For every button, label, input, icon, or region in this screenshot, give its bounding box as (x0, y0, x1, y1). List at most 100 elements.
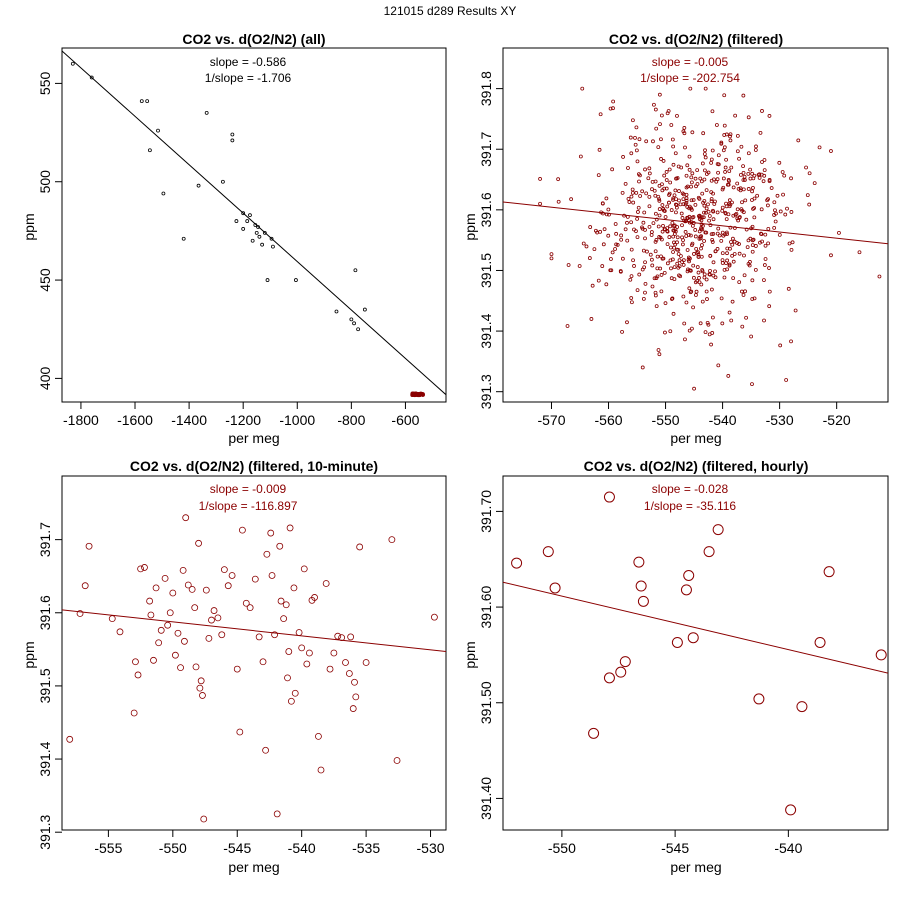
data-point (662, 186, 667, 191)
data-point (674, 176, 679, 181)
data-point (694, 184, 698, 189)
data-point (696, 254, 701, 259)
data-point (592, 247, 597, 252)
data-point (703, 86, 708, 91)
data-point (642, 210, 647, 215)
data-point (652, 102, 656, 107)
data-point (577, 264, 582, 268)
data-point (589, 317, 594, 321)
data-point (177, 664, 184, 672)
data-point (658, 122, 662, 127)
data-point (204, 111, 209, 115)
data-point (740, 289, 744, 294)
data-point (549, 582, 561, 594)
regression-line (62, 50, 446, 396)
data-point (326, 665, 334, 673)
data-point (670, 296, 675, 301)
data-point (342, 659, 349, 666)
data-point (683, 337, 687, 342)
data-point (706, 322, 711, 327)
data-point (303, 660, 311, 668)
data-point (608, 106, 613, 111)
data-point (253, 223, 258, 227)
data-point (683, 570, 695, 582)
data-point (702, 272, 707, 277)
plot-frame (502, 47, 889, 403)
x-tick-label: -570 (537, 412, 565, 428)
data-point (677, 198, 681, 203)
data-point (667, 193, 671, 197)
data-point (674, 197, 679, 202)
data-point (737, 280, 742, 285)
x-tick-label: -520 (823, 412, 851, 428)
data-point (710, 148, 715, 153)
data-point (722, 93, 727, 98)
x-tick-label: -550 (548, 840, 576, 856)
data-point (766, 197, 770, 202)
data-point (653, 107, 658, 112)
data-point (720, 208, 725, 213)
data-point (282, 601, 290, 609)
plot-frame (61, 475, 447, 831)
data-point (723, 165, 728, 170)
data-point (641, 297, 646, 301)
data-point (653, 211, 658, 216)
cluster-point (414, 392, 419, 397)
data-point (640, 267, 645, 272)
data-point (778, 209, 783, 214)
data-point (781, 192, 785, 197)
data-point (619, 237, 624, 242)
data-point (710, 240, 715, 244)
data-point (689, 243, 694, 247)
data-point (556, 177, 561, 182)
data-point (715, 210, 720, 215)
data-point (715, 231, 720, 236)
data-point (837, 230, 841, 235)
y-axis-label: ppm (462, 213, 478, 240)
data-point (347, 633, 355, 641)
data-point (157, 626, 165, 634)
data-point (137, 565, 145, 573)
page-title: 121015 d289 Results XY (384, 4, 517, 18)
data-point (682, 126, 687, 130)
data-point (604, 282, 609, 287)
data-point (740, 324, 745, 329)
data-point (728, 246, 732, 251)
data-point (699, 179, 704, 184)
data-point (236, 728, 244, 736)
data-point (703, 155, 708, 160)
data-point (349, 705, 357, 712)
data-point (650, 179, 655, 184)
data-point (671, 250, 675, 254)
data-point (691, 221, 696, 225)
data-point (742, 273, 747, 278)
y-tick-label: 391.7 (478, 132, 494, 167)
x-tick-label: -540 (774, 840, 802, 856)
data-point (785, 206, 789, 211)
y-tick-label: 500 (37, 170, 53, 194)
data-point (191, 604, 199, 612)
data-point (254, 230, 259, 235)
data-point (338, 634, 346, 642)
data-point (646, 176, 651, 181)
data-point (636, 172, 641, 177)
data-point (657, 198, 662, 203)
data-point (295, 629, 303, 636)
data-point (210, 607, 218, 614)
data-point (683, 219, 688, 224)
data-point (694, 293, 698, 297)
data-point (230, 132, 235, 137)
data-point (650, 263, 655, 268)
data-point (680, 216, 685, 220)
data-point (653, 249, 658, 254)
data-point (636, 205, 641, 210)
data-point (549, 256, 554, 261)
x-axis-label: per meg (228, 859, 279, 875)
data-point (685, 248, 690, 252)
data-point (511, 557, 523, 569)
data-point (687, 167, 692, 172)
data-point (306, 649, 313, 657)
data-point (731, 236, 735, 241)
data-point (352, 321, 356, 326)
data-point (686, 267, 690, 272)
